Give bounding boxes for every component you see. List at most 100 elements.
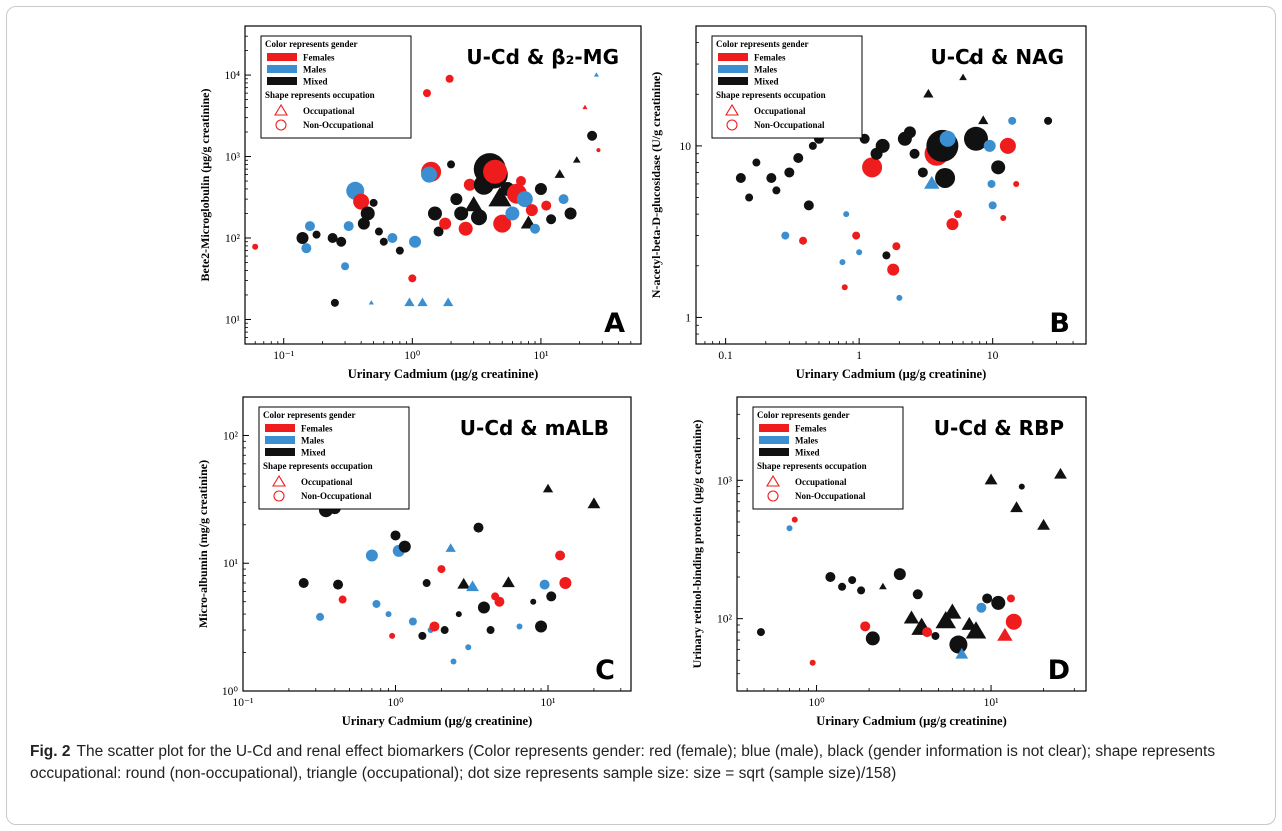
legend-circle-icon: [275, 119, 287, 131]
data-point-circle: [949, 635, 968, 654]
legend-triangle-icon: [725, 103, 739, 116]
x-axis-label: Urinary Cadmium (μg/g creatinine): [816, 714, 1007, 728]
data-point-circle: [408, 617, 417, 626]
data-point-triangle: [1037, 518, 1051, 530]
legend-shape-label: Non-Occupational: [754, 120, 825, 130]
data-point-circle: [546, 591, 557, 602]
plot-frame: [736, 396, 1087, 692]
legend-color-label: Females: [795, 424, 827, 434]
x-tick-label: 10⁰: [808, 697, 825, 709]
data-point-circle: [857, 586, 866, 595]
legend-color-label: Females: [301, 424, 333, 434]
panel-D: 10⁰ 10¹ 10² 10³ Urinary Cadmium (μg/g creati…: [690, 396, 1087, 728]
data-point-circle: [494, 596, 505, 607]
figure-caption: Fig. 2 The scatter plot for the U-Cd and …: [30, 741, 1260, 785]
legend-color-label: Females: [754, 53, 786, 63]
data-point-circle: [954, 210, 963, 219]
data-point-circle: [841, 284, 848, 291]
y-tick-label: 10²: [717, 614, 733, 626]
legend-swatch: [718, 53, 748, 61]
x-tick-label: 10⁻¹: [232, 697, 254, 709]
points-layer: [252, 72, 601, 307]
legend-shape-label: Non-Occupational: [301, 491, 372, 501]
data-point-circle: [422, 89, 431, 98]
data-point-circle: [564, 207, 577, 220]
data-point-circle: [525, 204, 538, 217]
plot-frame: [244, 25, 642, 345]
data-point-circle: [843, 211, 850, 218]
data-point-circle: [395, 246, 404, 255]
data-point-circle: [445, 74, 454, 83]
data-point-circle: [856, 249, 863, 256]
y-tick-label: 10³: [225, 152, 241, 164]
data-point-triangle: [959, 73, 967, 81]
legend-swatch: [759, 436, 789, 444]
panel-title: U-Cd & β₂-MG: [466, 45, 619, 69]
data-point-circle: [427, 206, 442, 221]
data-point-circle: [455, 611, 462, 618]
data-point-circle: [987, 179, 996, 188]
data-point-triangle: [1054, 467, 1067, 479]
data-point-circle: [555, 550, 566, 561]
y-tick-label: 10¹: [225, 314, 241, 326]
data-point-circle: [546, 214, 557, 225]
data-point-circle: [1044, 116, 1053, 125]
legend-shape-title: Shape represents occupation: [263, 461, 373, 471]
legend-shape-label: Non-Occupational: [795, 491, 866, 501]
caption-text: The scatter plot for the U-Cd and renal …: [30, 743, 1216, 782]
data-point-circle: [372, 599, 381, 608]
data-point-circle: [429, 621, 440, 632]
data-point-circle: [838, 582, 847, 591]
x-tick-label: 10⁻¹: [273, 350, 295, 362]
data-point-circle: [379, 237, 388, 246]
data-point-triangle: [943, 603, 962, 619]
data-point-triangle: [542, 483, 554, 493]
panel-letter: D: [1048, 655, 1070, 686]
x-tick-label: 10: [987, 350, 999, 362]
legend-color-label: Males: [795, 436, 818, 446]
legend-shape-label: Occupational: [795, 477, 847, 487]
data-point-circle: [1018, 483, 1025, 490]
legend-box: Color represents gender Females Males Mixed…: [258, 406, 410, 510]
y-axis-label: N-acetyl-beta-D-glucosidase (U/g creatin…: [649, 72, 663, 298]
data-point-triangle: [955, 647, 969, 659]
data-point-circle: [752, 158, 761, 167]
data-point-circle: [991, 160, 1006, 175]
panel-title: U-Cd & RBP: [934, 416, 1064, 440]
panel-letter: C: [595, 655, 615, 686]
legend-color-label: Males: [301, 436, 324, 446]
data-point-circle: [991, 595, 1006, 610]
data-point-circle: [486, 626, 495, 635]
data-point-circle: [922, 627, 933, 638]
data-point-circle: [541, 200, 552, 211]
legend-circle-icon: [767, 490, 779, 502]
data-point-triangle: [466, 580, 479, 592]
data-point-circle: [440, 626, 449, 635]
legend-shape-label: Occupational: [303, 106, 355, 116]
legend-box: Color represents gender Females Males Mixed…: [752, 406, 904, 510]
x-axis-label: Urinary Cadmium (μg/g creatinine): [342, 714, 533, 728]
data-point-triangle: [965, 621, 987, 639]
panel-letter: B: [1049, 308, 1070, 339]
data-point-circle: [338, 595, 347, 604]
data-point-circle: [463, 178, 476, 191]
data-point-circle: [946, 218, 959, 231]
data-point-circle: [887, 263, 900, 276]
data-point-circle: [465, 644, 472, 651]
data-point-triangle: [1002, 430, 1008, 435]
data-point-circle: [988, 201, 997, 210]
data-point-circle: [301, 243, 312, 254]
data-point-circle: [516, 191, 533, 208]
data-point-triangle: [593, 72, 599, 77]
data-point-circle: [437, 565, 446, 574]
data-point-circle: [939, 130, 956, 147]
x-tick-label: 10¹: [533, 350, 549, 362]
data-point-circle: [862, 157, 883, 178]
data-point-circle: [587, 130, 598, 141]
data-point-circle: [341, 262, 350, 271]
data-point-circle: [353, 193, 370, 210]
legend-color-label: Mixed: [795, 448, 820, 458]
y-tick-label: 10⁰: [222, 686, 239, 698]
data-point-triangle: [488, 186, 512, 207]
